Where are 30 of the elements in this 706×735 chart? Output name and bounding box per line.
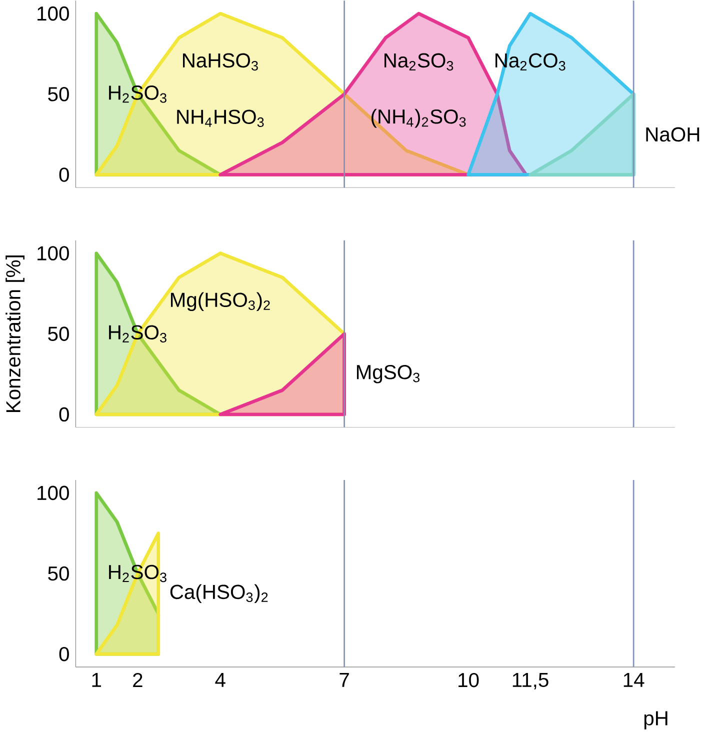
annotation: NH$_{4}$HSO$_{3}$ (176, 110, 264, 127)
y-tick-label: 50 (48, 87, 69, 102)
x-tick-label: 1 (92, 672, 101, 687)
x-tick-label: 14 (624, 672, 644, 687)
annotation: (NH$_{4}$)$_{2}$SO$_{3}$ (371, 108, 466, 128)
y-tick-label: 100 (37, 6, 69, 21)
series-label: Ca(HSO$_{3}$)$_{2}$ (170, 584, 268, 604)
x-axis-title: pH (644, 711, 668, 730)
y-axis-title: Konzentration [%] (5, 256, 24, 412)
x-tick-label: 7 (340, 672, 349, 687)
x-tick-label: 4 (215, 672, 226, 687)
y-tick-label: 100 (37, 486, 69, 500)
x-tick-label: 2 (132, 672, 142, 688)
series-label: Na$_{2}$SO$_{3}$ (384, 53, 453, 71)
y-tick-label: 0 (59, 407, 69, 422)
series-label: Na$_{2}$CO$_{3}$ (495, 53, 566, 71)
series-label: NaHSO$_{3}$ (182, 53, 258, 71)
y-tick-label: 0 (59, 168, 69, 182)
series-label: NaOH (646, 127, 699, 142)
series-label: H$_{2}$SO$_{3}$ (108, 325, 166, 342)
series-label: H$_{2}$SO$_{3}$ (108, 86, 166, 103)
y-tick-label: 0 (59, 646, 69, 662)
series-label: H$_{2}$SO$_{3}$ (108, 564, 166, 582)
series-label: Mg(HSO$_{3}$)$_{2}$ (170, 292, 270, 312)
y-tick-label: 50 (48, 566, 69, 581)
x-tick-label: 10 (458, 672, 479, 688)
y-tick-label: 100 (37, 246, 69, 260)
y-tick-label: 50 (48, 326, 69, 341)
series-label: MgSO$_{3}$ (356, 364, 420, 384)
x-tick-label: 11,5 (512, 672, 548, 690)
